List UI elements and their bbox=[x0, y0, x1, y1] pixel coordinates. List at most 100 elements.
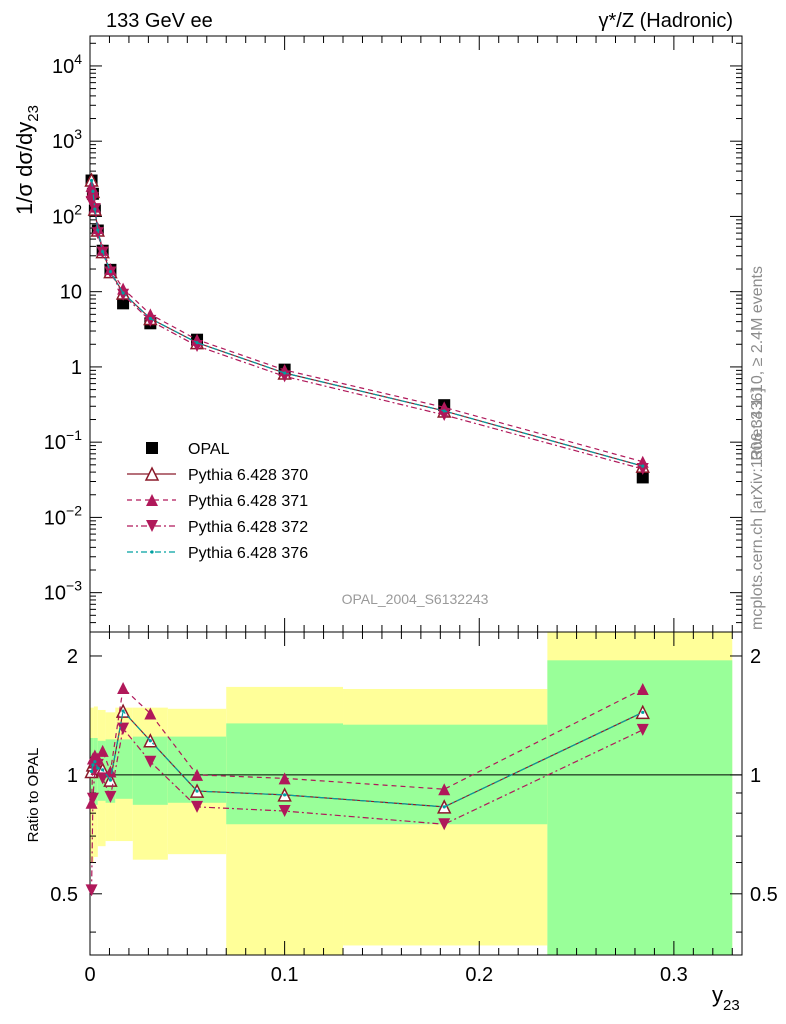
series-line bbox=[90, 185, 643, 463]
data-point bbox=[91, 189, 95, 194]
ratio-point bbox=[85, 884, 98, 897]
y-axis-title-main: 1/σ dσ/dy23 bbox=[12, 105, 42, 215]
ratio-point bbox=[195, 789, 199, 793]
ratio-point bbox=[283, 793, 287, 797]
ratio-point bbox=[641, 710, 645, 714]
y-tick-label: 10−2 bbox=[44, 502, 82, 529]
ratio-point bbox=[636, 682, 649, 695]
uncertainty-band-inner bbox=[115, 739, 133, 799]
ratio-point bbox=[278, 805, 291, 818]
legend-label: Pythia 6.428 370 bbox=[188, 467, 308, 484]
ratio-point bbox=[442, 805, 446, 809]
legend-label: Pythia 6.428 371 bbox=[188, 493, 308, 510]
data-point bbox=[101, 250, 105, 254]
ratio-point bbox=[96, 766, 100, 770]
ratio-point bbox=[144, 755, 157, 768]
ratio-point bbox=[85, 796, 98, 809]
analysis-id: OPAL_2004_S6132243 bbox=[342, 591, 489, 607]
x-axis-title-sub: 23 bbox=[723, 997, 740, 1014]
y-tick-label: 10−1 bbox=[44, 427, 82, 454]
data-point bbox=[283, 371, 287, 375]
data-point bbox=[641, 464, 645, 468]
data-point bbox=[93, 207, 97, 211]
ratio-point bbox=[438, 818, 451, 831]
ratio-y-tick-label: 2 bbox=[67, 646, 78, 668]
ratio-point bbox=[96, 744, 109, 757]
ratio-y-tick-label-right: 2 bbox=[750, 646, 761, 668]
legend-marker bbox=[150, 550, 154, 554]
svg-text:y23: y23 bbox=[712, 982, 740, 1014]
y-tick-label: 104 bbox=[52, 51, 82, 78]
legend-marker bbox=[146, 442, 158, 454]
legend-marker bbox=[146, 494, 158, 506]
data-point bbox=[86, 192, 99, 205]
ratio-point bbox=[191, 800, 204, 813]
ratio-y-tick-label: 0.5 bbox=[50, 884, 78, 906]
data-point bbox=[108, 269, 113, 274]
ratio-point bbox=[438, 783, 451, 796]
x-axis-title-text: y bbox=[712, 982, 723, 1007]
data-point bbox=[96, 228, 100, 232]
header-left: 133 GeV ee bbox=[106, 10, 213, 32]
ratio-point bbox=[93, 760, 97, 764]
ratio-point bbox=[101, 768, 105, 772]
ratio-point bbox=[91, 763, 95, 767]
ratio-y-tick-label: 1 bbox=[67, 765, 78, 787]
data-point bbox=[191, 339, 204, 352]
mcplots-label-group: mcplots.cern.ch [arXiv:1306.3436] bbox=[749, 388, 766, 630]
data-point bbox=[636, 462, 649, 475]
series-line bbox=[90, 195, 643, 470]
series-line bbox=[90, 179, 643, 467]
ratio-point bbox=[148, 739, 152, 743]
y-tick-label: 10 bbox=[60, 282, 82, 304]
ratio-panel: 0 0.1 0.2 0.3 0.5 0.5 1 1 2 2 bbox=[50, 631, 778, 986]
ratio-point bbox=[636, 723, 649, 736]
legend-label: Pythia 6.428 376 bbox=[188, 545, 308, 562]
rivet-label: Rivet 3.1.10, ≥ 2.4M events bbox=[749, 266, 766, 461]
data-point bbox=[148, 316, 152, 321]
svg-text:1/σ dσ/dy23: 1/σ dσ/dy23 bbox=[12, 105, 42, 215]
data-point bbox=[117, 297, 130, 310]
uncertainty-band-inner bbox=[547, 660, 733, 955]
mcplots-label: mcplots.cern.ch [arXiv:1306.3436] bbox=[749, 388, 766, 630]
ratio-point bbox=[117, 722, 130, 735]
x-tick-label: 0 bbox=[84, 964, 95, 986]
data-point bbox=[438, 408, 451, 421]
x-tick-label: 0.3 bbox=[660, 964, 688, 986]
series-line bbox=[90, 180, 643, 467]
data-point bbox=[144, 314, 157, 327]
main-frame bbox=[89, 35, 743, 633]
y-axis-title-ratio: Ratio to OPAL bbox=[25, 748, 42, 843]
data-point bbox=[89, 178, 94, 183]
y-axis-title-sub: 23 bbox=[25, 105, 42, 122]
legend-marker bbox=[144, 466, 160, 481]
ratio-point bbox=[89, 769, 94, 774]
ratio-point bbox=[191, 768, 204, 781]
y-tick-label: 103 bbox=[52, 126, 82, 153]
data-point bbox=[636, 471, 649, 484]
ratio-point bbox=[117, 681, 130, 694]
rivet-label-group: Rivet 3.1.10, ≥ 2.4M events bbox=[749, 266, 766, 461]
legend-label: OPAL bbox=[188, 441, 230, 458]
ratio-point bbox=[104, 790, 117, 803]
ratio-point bbox=[108, 778, 113, 782]
y-tick-label: 102 bbox=[52, 201, 82, 228]
ratio-point bbox=[96, 772, 109, 785]
data-point bbox=[442, 409, 446, 413]
y-tick-label: 10−3 bbox=[44, 578, 82, 605]
ratio-y-tick-label-right: 1 bbox=[750, 765, 761, 787]
ratio-y-tick-label-right: 0.5 bbox=[750, 884, 778, 906]
ratio-point bbox=[144, 707, 157, 720]
x-tick-label: 0.1 bbox=[271, 964, 299, 986]
data-point bbox=[121, 291, 125, 295]
legend-label: Pythia 6.428 372 bbox=[188, 519, 308, 536]
y-axis-title-text: 1/σ dσ/dy bbox=[12, 122, 37, 215]
ratio-point bbox=[86, 792, 99, 805]
y-tick-label: 1 bbox=[71, 357, 82, 379]
data-point bbox=[91, 227, 104, 240]
ratio-point bbox=[121, 709, 125, 713]
legend: OPAL Pythia 6.428 370 Pythia 6.428 371 Pyth… bbox=[127, 441, 308, 562]
legend-marker bbox=[146, 520, 158, 532]
